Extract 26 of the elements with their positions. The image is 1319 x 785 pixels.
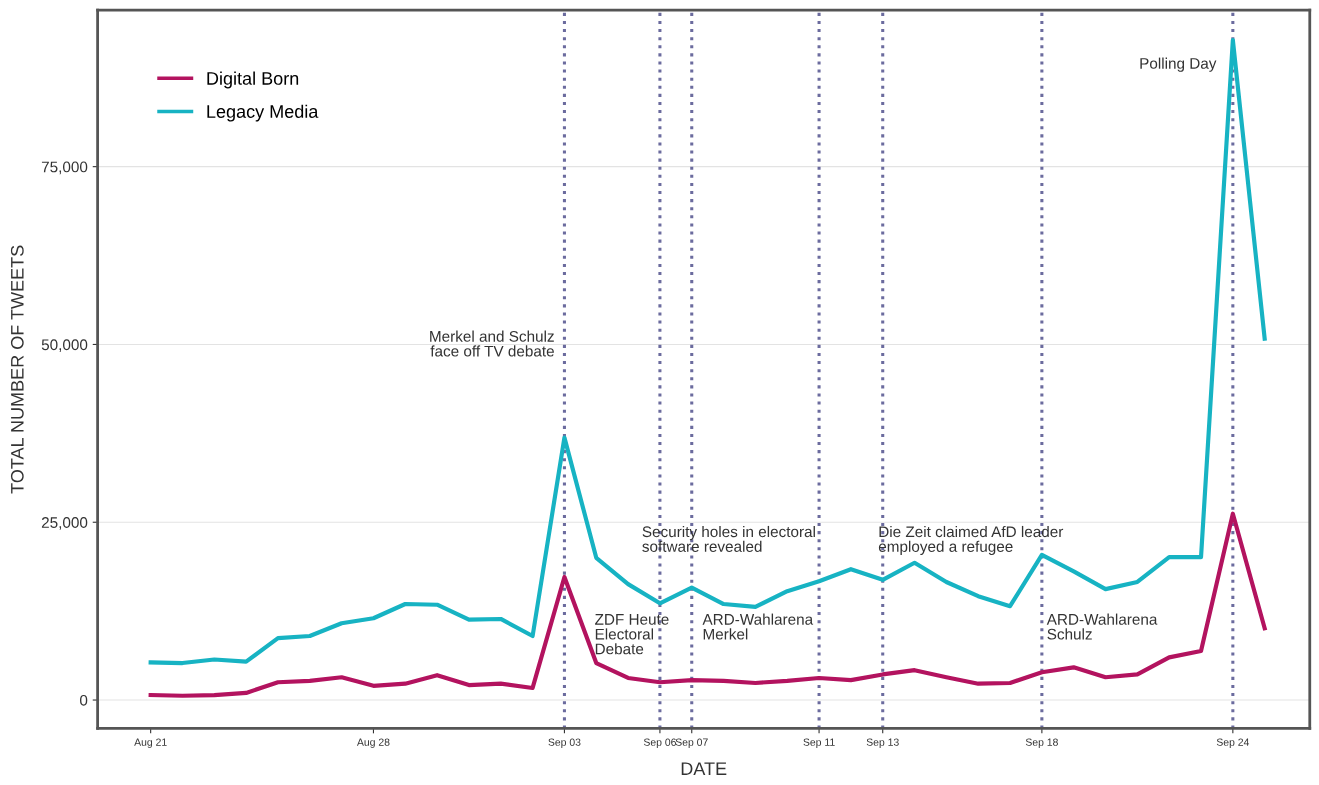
annotation: ARD-Wahlarena Schulz [1046, 613, 1158, 640]
annotation: Security holes in electoral software revealed [642, 525, 815, 552]
line-series [148, 37, 1267, 666]
x-tick-label: Sep 18 [1025, 738, 1058, 748]
y-tick-label: 25,000 [41, 517, 88, 530]
annotation: Die Zeit claimed AfD leader employed a refugee [878, 525, 1064, 555]
annotation: Merkel and Schulz face off TV debate [430, 330, 554, 357]
annotation: Polling Day [1140, 57, 1217, 72]
x-tick-label: Aug 21 [134, 738, 167, 748]
legend-label: Digital Born [207, 71, 299, 89]
x-tick-label: Sep 13 [866, 738, 899, 748]
y-tick-label: 75,000 [41, 161, 88, 175]
line-series [148, 511, 1267, 698]
y-axis-title: TOTAL NUMBER OF TWEETS [10, 245, 24, 494]
y-tick-label: 0 [79, 694, 88, 706]
x-tick-label: Aug 28 [356, 738, 390, 748]
x-tick-label: Sep 07 [675, 738, 708, 748]
x-tick-label: Sep 03 [548, 738, 581, 748]
x-axis-title: DATE [681, 762, 727, 775]
annotation: ARD-Wahlarena Merkel [702, 613, 814, 640]
legend-label: Legacy Media [207, 104, 319, 122]
y-tick-label: 50,000 [41, 339, 88, 352]
annotation: ZDF Heute Electoral Debate [595, 614, 669, 655]
x-tick-label: Sep 11 [803, 738, 835, 748]
x-tick-label: Sep 24 [1216, 738, 1250, 748]
x-tick-label: Sep 06 [643, 738, 676, 748]
